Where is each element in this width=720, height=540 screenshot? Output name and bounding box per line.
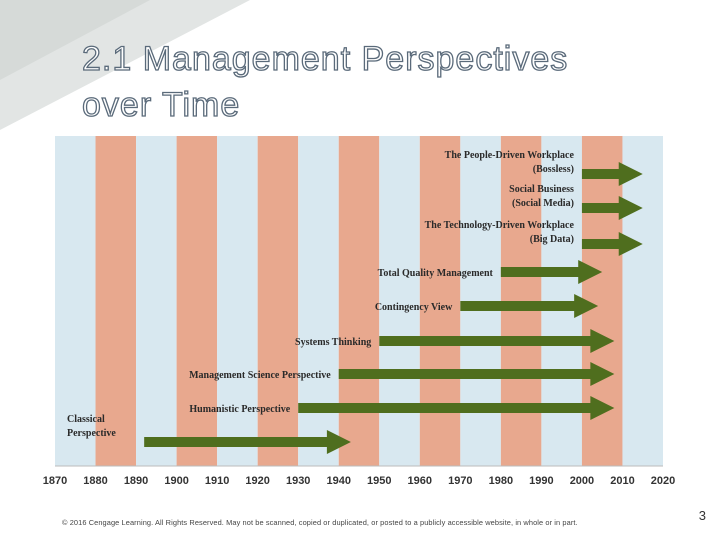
decade-band-1870 [55,136,96,466]
perspective-label-2-line-1: Social Business [509,184,574,195]
tick-label-2010: 2010 [610,475,634,487]
arrow-perspective-3 [581,232,643,256]
perspective-label-5-line-1: Contingency View [375,302,453,313]
perspective-label-7-line-1: Management Science Perspective [189,370,331,381]
tick-label-1890: 1890 [124,475,148,487]
tick-label-1910: 1910 [205,475,229,487]
arrow-perspective-7 [338,362,615,386]
arrow-perspective-9 [144,430,351,454]
tick-label-1990: 1990 [529,475,553,487]
page-number: 3 [698,508,706,523]
timeline-svg: 1870 1880 1890 1900 1910 1920 1930 1940 1950 1960… [43,136,675,487]
arrow-perspective-2 [581,196,643,220]
perspective-label-4-line-1: Total Quality Management [378,268,494,279]
decade-band-1900 [176,136,218,466]
title-line-2: over Time [81,85,241,124]
decade-band-1960 [419,136,461,466]
tick-label-1920: 1920 [245,475,269,487]
arrow-perspective-4 [500,260,603,284]
tick-label-2000: 2000 [570,475,594,487]
arrow-perspective-5 [460,294,599,318]
tick-label-1880: 1880 [83,475,107,487]
perspectives-timeline-chart: 1870 1880 1890 1900 1910 1920 1930 1940 1950 1960… [40,136,680,492]
decade-band-1880 [95,136,137,466]
perspective-label-2-line-2: (Social Media) [512,198,574,209]
decade-band-1950 [379,136,420,466]
perspective-label-6-line-1: Systems Thinking [295,337,371,348]
tick-label-1950: 1950 [367,475,391,487]
perspective-label-1-line-1: The People-Driven Workplace [445,150,575,161]
slide-title: 2.1 Management Perspectives over Time [81,36,682,128]
tick-label-1870: 1870 [43,475,67,487]
tick-label-2020: 2020 [651,475,675,487]
decade-band-1930 [298,136,339,466]
tick-label-1960: 1960 [408,475,432,487]
perspective-label-8-line-1: Humanistic Perspective [189,404,290,415]
perspective-label-9-line-1: Classical [67,414,105,425]
arrow-perspective-8 [298,396,615,420]
copyright-footer: © 2016 Cengage Learning. All Rights Rese… [62,518,578,527]
tick-label-1980: 1980 [489,475,513,487]
perspective-label-3-line-2: (Big Data) [530,234,574,245]
decade-band-1940 [338,136,380,466]
perspective-label-9-line-2: Perspective [67,428,116,439]
perspective-label-1-line-2: (Bossless) [533,164,574,175]
decade-band-1920 [257,136,299,466]
decade-band-1910 [217,136,258,466]
tick-label-1940: 1940 [326,475,350,487]
perspective-label-3-line-1: The Technology-Driven Workplace [425,220,575,231]
arrow-perspective-6 [379,329,615,353]
arrow-perspective-1 [581,162,643,186]
decade-band-2010 [622,136,663,466]
tick-label-1930: 1930 [286,475,310,487]
tick-label-1970: 1970 [448,475,472,487]
decade-band-1890 [136,136,177,466]
tick-label-1900: 1900 [164,475,188,487]
title-line-1: 2.1 Management Perspectives [81,39,569,78]
